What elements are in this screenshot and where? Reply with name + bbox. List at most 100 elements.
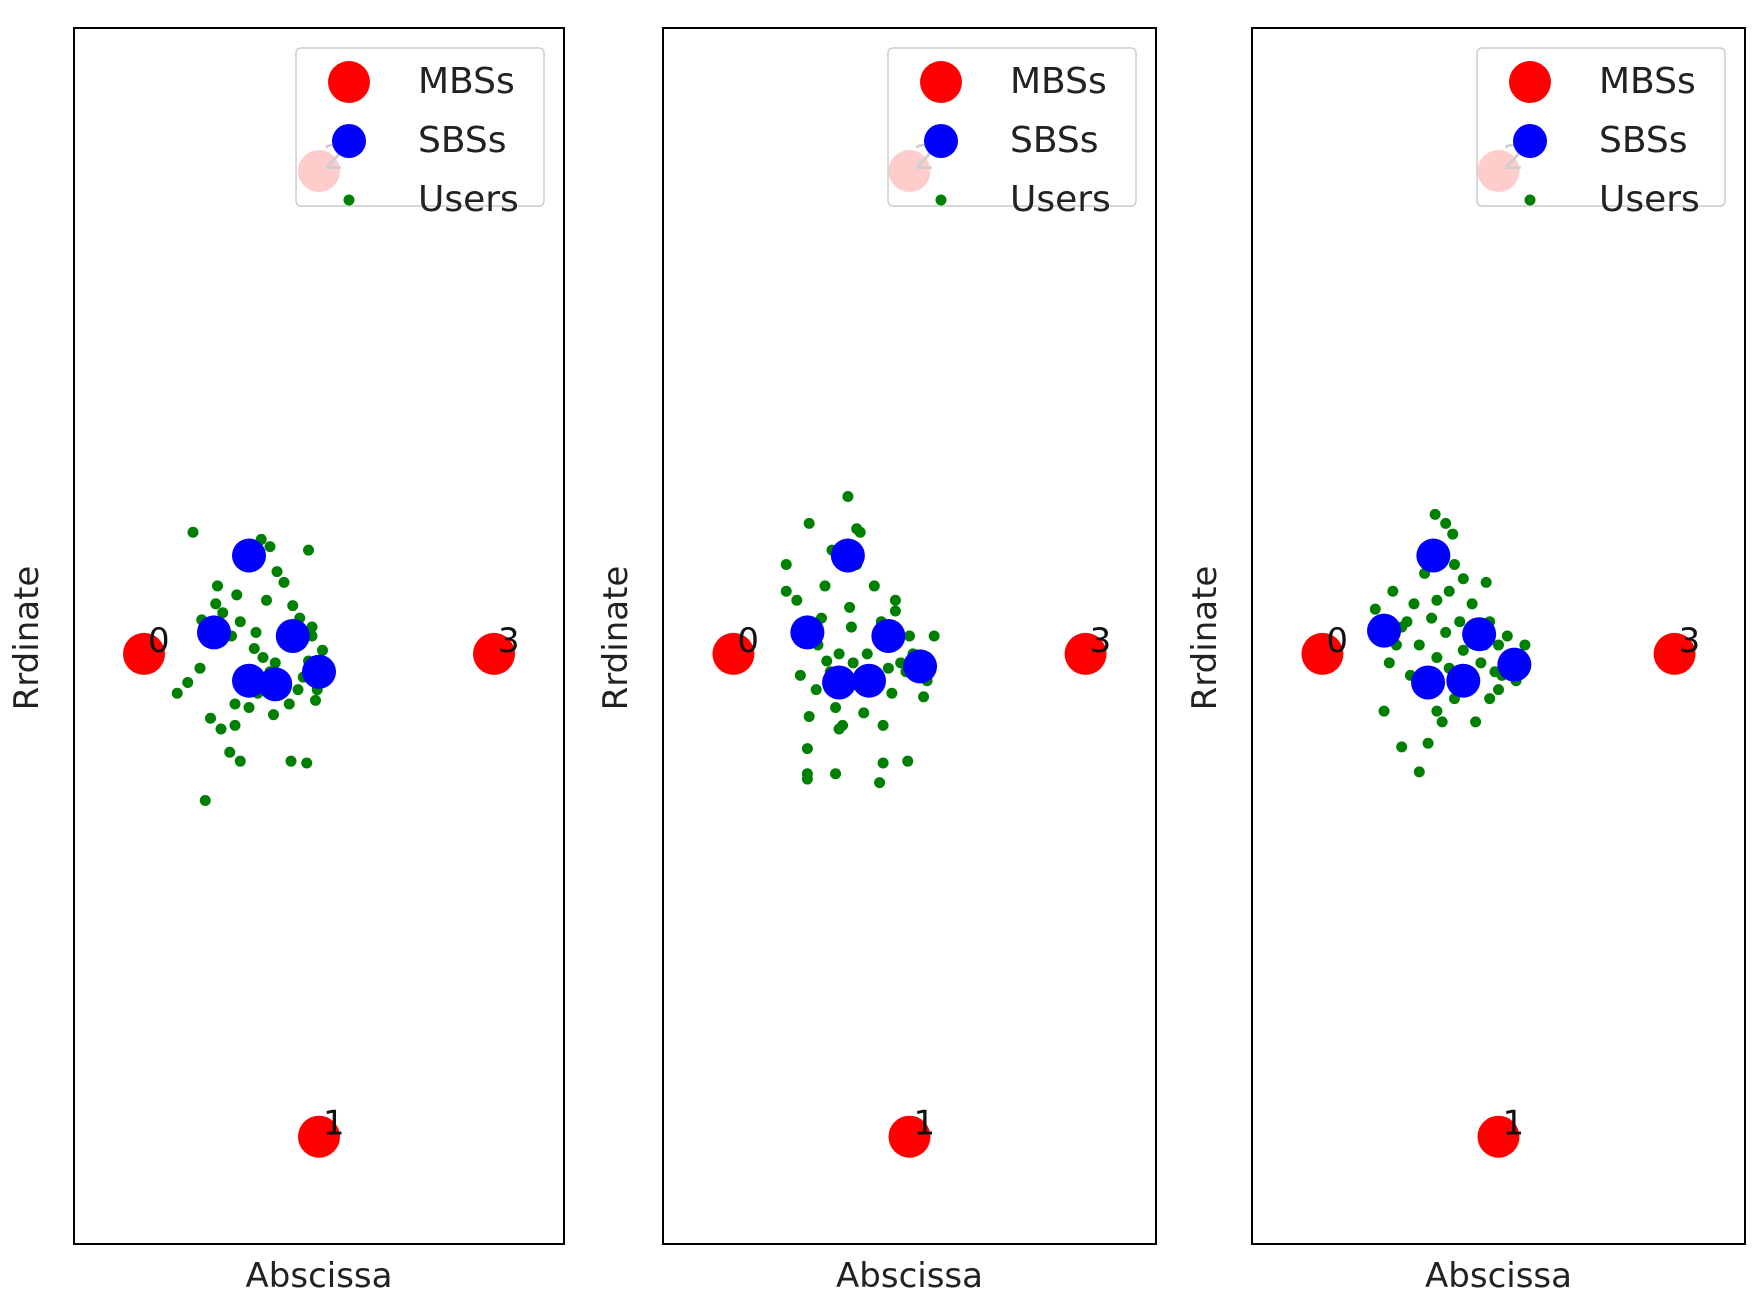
subplot-1-user-point-7 <box>215 723 227 735</box>
subplot-1-user-point-15 <box>292 684 304 696</box>
subplot-2-sbs-point-0 <box>830 538 865 573</box>
subplot-3-sbs-point-0 <box>1416 538 1451 573</box>
subplot-2-user-point-43 <box>847 657 859 669</box>
subplot-2-user-point-18 <box>918 691 930 703</box>
subplot-1-user-point-35 <box>182 676 194 688</box>
subplot-1: 0123AbscissaRrdinateMBSsSBSsUsers <box>7 27 565 1296</box>
subplot-3-user-point-24 <box>1396 741 1408 753</box>
subplot-1-user-point-28 <box>287 600 299 612</box>
subplot-2-axes-frame <box>662 27 1157 1245</box>
subplot-1-legend-label-sbs: SBSs <box>418 120 507 161</box>
subplot-3-plot-area: 0123 <box>1301 138 1700 1158</box>
subplot-3-user-point-27 <box>1493 684 1504 696</box>
subplot-3-user-point-2 <box>1447 528 1459 540</box>
subplot-1-sbs-point-4 <box>232 663 266 698</box>
subplot-1-x-axis-label: Abscissa <box>246 1256 393 1296</box>
subplot-1-user-point-36 <box>224 746 236 758</box>
subplot-1-user-point-20 <box>243 702 255 714</box>
subplot-2-plot-area: 0123 <box>712 138 1111 1158</box>
subplot-2-user-point-38 <box>844 601 856 613</box>
subplot-2-y-axis-label: Rrdinate <box>596 566 636 711</box>
subplot-2-user-point-30 <box>837 719 849 731</box>
subplot-3-user-point-47 <box>1383 657 1395 669</box>
subplot-2-user-point-9 <box>904 630 915 642</box>
subplot-2-user-point-23 <box>801 743 813 755</box>
subplot-1-user-point-6 <box>269 657 281 669</box>
subplot-3-user-point-22 <box>1470 716 1482 728</box>
subplot-1-user-point-41 <box>210 598 222 610</box>
subplot-2-legend-marker-users <box>935 194 947 206</box>
subplot-2-user-point-27 <box>830 768 842 780</box>
subplot-2-legend-marker-sbs <box>924 124 958 158</box>
subplot-2-user-point-26 <box>877 757 889 769</box>
subplot-2-user-point-11 <box>928 630 940 642</box>
subplot-2-mbs-label-1: 1 <box>914 1104 936 1144</box>
subplot-3-axes-frame <box>1251 27 1746 1245</box>
subplot-1-user-point-40 <box>310 694 321 706</box>
subplot-2-x-axis-label: Abscissa <box>836 1256 983 1296</box>
subplot-3-user-point-28 <box>1387 585 1399 597</box>
subplot-1-user-point-18 <box>250 626 262 638</box>
subplot-3-mbs-point-0 <box>1301 632 1344 675</box>
subplot-1-user-point-30 <box>264 541 276 553</box>
subplot-3-user-point-32 <box>1408 598 1420 610</box>
subplot-2-user-point-49 <box>851 523 863 535</box>
subplot-1-user-point-9 <box>199 795 211 807</box>
subplot-1-legend-marker-sbs <box>332 124 366 158</box>
subplot-3-sbs-point-5 <box>1446 663 1481 698</box>
subplot-2-user-point-5 <box>868 580 880 592</box>
subplot-2-user-point-1 <box>803 517 815 529</box>
subplot-3-user-point-6 <box>1369 603 1381 615</box>
subplot-2-user-point-12 <box>861 648 873 660</box>
subplot-3-user-point-15 <box>1475 657 1487 669</box>
subplot-2-user-point-6 <box>791 594 803 606</box>
subplot-1-sbs-point-2 <box>275 619 310 653</box>
subplot-1-user-point-13 <box>261 594 272 606</box>
subplot-3: 0123AbscissaRrdinateMBSsSBSsUsers <box>1185 27 1746 1296</box>
subplot-2-user-point-17 <box>830 702 842 714</box>
subplot-3-user-point-0 <box>1429 508 1441 520</box>
subplot-3-user-point-19 <box>1378 705 1390 717</box>
subplot-1-mbs-point-1 <box>298 1115 340 1158</box>
subplot-1-user-point-29 <box>205 712 216 724</box>
subplot-1-legend-marker-users <box>343 194 355 206</box>
subplot-3-user-point-42 <box>1440 626 1452 638</box>
subplot-3-user-point-8 <box>1480 576 1492 588</box>
subplot-3-legend-label-users: Users <box>1599 179 1700 220</box>
subplot-1-user-point-19 <box>271 566 283 578</box>
subplot-1-user-point-25 <box>283 698 295 710</box>
subplot-2-user-point-13 <box>821 655 833 667</box>
subplot-3-user-point-13 <box>1457 644 1469 656</box>
subplot-1-sbs-point-5 <box>258 667 293 702</box>
subplot-1-user-point-14 <box>229 698 241 710</box>
subplot-2-legend-label-mbs: MBSs <box>1010 61 1107 102</box>
subplot-2-user-point-45 <box>882 662 894 674</box>
subplot-3-user-point-21 <box>1431 705 1443 717</box>
subplot-1-mbs-label-1: 1 <box>323 1104 345 1144</box>
subplot-3-user-point-12 <box>1413 639 1425 651</box>
subplot-2-mbs-point-3 <box>1064 632 1107 675</box>
subplot-2-user-point-7 <box>889 605 901 617</box>
subplot-3-mbs-label-3: 3 <box>1679 621 1701 661</box>
subplot-2-user-point-29 <box>874 777 886 789</box>
subplot-3-user-point-20 <box>1484 693 1496 705</box>
subplot-3-x-axis-label: Abscissa <box>1425 1256 1572 1296</box>
subplot-2-user-point-39 <box>780 585 792 597</box>
subplot-3-user-point-5 <box>1443 585 1455 597</box>
subplot-2-sbs-point-4 <box>822 665 857 700</box>
subplot-3-sbs-point-1 <box>1367 613 1402 648</box>
subplot-1-user-point-27 <box>231 589 243 601</box>
subplot-1-user-point-0 <box>187 526 199 538</box>
subplot-3-user-point-7 <box>1457 573 1469 585</box>
subplot-2-user-point-21 <box>877 719 889 731</box>
subplot-2-user-point-20 <box>803 710 815 722</box>
subplot-1-legend-marker-mbs <box>328 61 370 103</box>
subplot-1-mbs-label-3: 3 <box>498 621 520 661</box>
subplot-1-y-axis-label: Rrdinate <box>7 566 47 711</box>
subplot-2-user-point-28 <box>801 773 813 785</box>
subplot-2-user-point-16 <box>886 687 898 699</box>
subplot-3-user-point-11 <box>1493 639 1504 651</box>
subplot-3-user-point-40 <box>1401 616 1413 628</box>
subplot-3-sbs-point-4 <box>1411 665 1446 700</box>
